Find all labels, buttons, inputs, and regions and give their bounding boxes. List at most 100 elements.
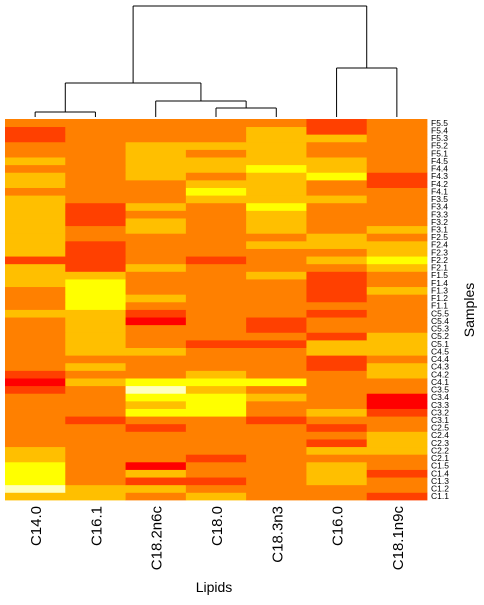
heatmap-cell [246,400,307,409]
heatmap-cell [5,439,66,448]
heatmap-cell [185,225,247,234]
row-label: C2.2 [431,445,449,455]
heatmap-cell [246,439,307,448]
heatmap-cell [306,263,368,272]
heatmap-cell [306,484,368,493]
heatmap-cell [306,157,368,166]
heatmap-cell [5,332,66,341]
row-label: F4.3 [431,171,448,181]
heatmap-cell [246,416,307,425]
row-label: F3.2 [431,217,448,227]
heatmap-cell [306,256,368,265]
heatmap-cell [306,431,368,440]
heatmap-cell [366,423,428,432]
heatmap-cell [65,279,126,288]
heatmap-cell [366,248,428,257]
row-label: F4.4 [431,164,448,174]
row-label: C2.5 [431,423,449,433]
heatmap-cell [306,446,368,455]
heatmap-cell [5,126,66,135]
heatmap-cell [5,347,66,356]
heatmap-cell [246,324,307,333]
heatmap-cell [246,286,307,295]
heatmap-cell [366,149,428,158]
heatmap-cell [185,210,247,219]
heatmap-cell [366,385,428,394]
heatmap-cell [65,286,126,295]
heatmap-cell [366,286,428,295]
heatmap-cell [306,279,368,288]
heatmap-cell [125,301,187,310]
heatmap-cell [125,195,187,204]
heatmap-cell [366,218,428,227]
heatmap-cell [125,446,187,455]
heatmap-cell [185,286,247,295]
heatmap-cell [366,324,428,333]
heatmap-cell [5,309,66,318]
heatmap-cell [366,157,428,166]
heatmap-cell [5,446,66,455]
column-label: C18.3n3 [269,506,286,563]
heatmap-cell [125,492,187,501]
heatmap-cell [306,469,368,478]
heatmap-cell [185,157,247,166]
row-label: C3.5 [431,385,449,395]
heatmap-cell [185,317,247,326]
heatmap-cell [185,301,247,310]
heatmap-cell [5,408,66,417]
heatmap-cell [246,370,307,379]
row-label: F2.4 [431,240,448,250]
heatmap-cell [246,378,307,387]
heatmap-cell [306,286,368,295]
heatmap-cell [125,385,187,394]
row-label: C3.3 [431,400,449,410]
heatmap-cell [65,225,126,234]
heatmap-cell [185,492,247,501]
heatmap-cell [5,477,66,486]
heatmap-cell [306,218,368,227]
heatmap-cell [5,271,66,280]
row-label: C1.1 [431,491,449,501]
heatmap-cell [366,233,428,242]
heatmap-cell [246,484,307,493]
column-label: C16.0 [330,506,347,546]
heatmap-cell [5,225,66,234]
heatmap-cell [5,195,66,204]
heatmap-cell [5,393,66,402]
heatmap-cell [185,218,247,227]
heatmap-cell [185,370,247,379]
row-label: F1.5 [431,270,448,280]
heatmap-cell [65,446,126,455]
heatmap-cell [246,164,307,173]
heatmap-cell [366,416,428,425]
row-label: C3.4 [431,392,449,402]
row-label: F5.5 [431,118,448,128]
heatmap-cell [306,309,368,318]
row-label: F1.2 [431,293,448,303]
heatmap-cell [125,484,187,493]
heatmap-cell [306,370,368,379]
heatmap-cell [65,233,126,242]
heatmap-cell [366,370,428,379]
heatmap-cell [125,126,187,135]
heatmap-cell [366,126,428,135]
heatmap-cell [65,469,126,478]
heatmap-cell [185,484,247,493]
heatmap-cell [185,240,247,249]
heatmap-cell [306,134,368,143]
heatmap-cell [366,202,428,211]
heatmap-cell [185,279,247,288]
heatmap-cell [125,256,187,265]
heatmap-cell [5,218,66,227]
heatmap-cell [185,416,247,425]
heatmap-cell [5,240,66,249]
heatmap-cell [5,484,66,493]
heatmap-cell [246,301,307,310]
row-label: C4.3 [431,362,449,372]
heatmap-cell [306,324,368,333]
heatmap-cell [5,301,66,310]
heatmap-cell [5,157,66,166]
heatmap-cell [366,263,428,272]
heatmap-cell [306,339,368,348]
